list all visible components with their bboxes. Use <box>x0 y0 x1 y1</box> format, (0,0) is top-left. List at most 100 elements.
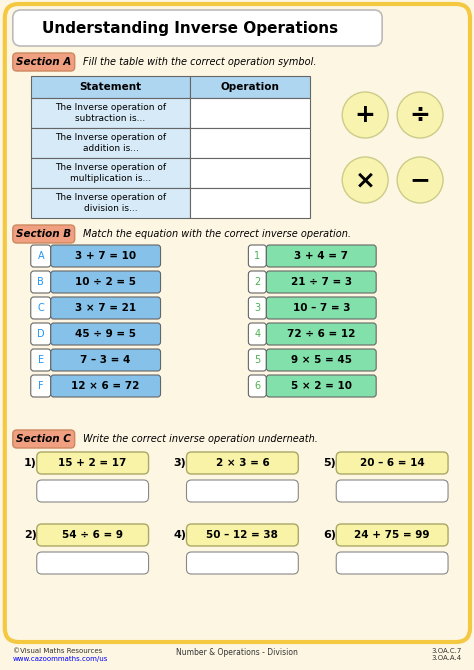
FancyBboxPatch shape <box>266 271 376 293</box>
Bar <box>191 188 310 218</box>
Text: Statement: Statement <box>80 82 142 92</box>
FancyBboxPatch shape <box>13 53 75 71</box>
FancyBboxPatch shape <box>31 271 51 293</box>
FancyBboxPatch shape <box>51 323 161 345</box>
Text: −: − <box>410 168 430 192</box>
FancyBboxPatch shape <box>248 297 266 319</box>
FancyBboxPatch shape <box>266 245 376 267</box>
FancyBboxPatch shape <box>336 452 448 474</box>
Text: ×: × <box>355 168 376 192</box>
Text: B: B <box>37 277 44 287</box>
Text: 1: 1 <box>255 251 260 261</box>
Text: C: C <box>37 303 44 313</box>
Text: 4): 4) <box>173 530 186 540</box>
Text: 1): 1) <box>24 458 36 468</box>
Text: 6): 6) <box>323 530 336 540</box>
Text: 2): 2) <box>24 530 36 540</box>
FancyBboxPatch shape <box>51 375 161 397</box>
FancyBboxPatch shape <box>13 225 75 243</box>
Text: The Inverse operation of
multiplication is...: The Inverse operation of multiplication … <box>55 163 166 183</box>
Text: A: A <box>37 251 44 261</box>
Text: Number & Operations - Division: Number & Operations - Division <box>176 648 298 657</box>
FancyBboxPatch shape <box>186 524 298 546</box>
FancyBboxPatch shape <box>266 349 376 371</box>
Text: 3: 3 <box>255 303 260 313</box>
FancyBboxPatch shape <box>5 4 470 642</box>
Text: 3 + 4 = 7: 3 + 4 = 7 <box>294 251 348 261</box>
Text: 10 – 7 = 3: 10 – 7 = 3 <box>292 303 350 313</box>
Text: 3.OA.C.7
3.OA.A.4: 3.OA.C.7 3.OA.A.4 <box>432 648 462 661</box>
FancyBboxPatch shape <box>266 297 376 319</box>
Ellipse shape <box>342 157 388 203</box>
FancyBboxPatch shape <box>336 480 448 502</box>
Text: 5 × 2 = 10: 5 × 2 = 10 <box>291 381 352 391</box>
Text: F: F <box>38 381 44 391</box>
Text: 50 – 12 = 38: 50 – 12 = 38 <box>207 530 278 540</box>
FancyBboxPatch shape <box>336 524 448 546</box>
FancyBboxPatch shape <box>13 10 382 46</box>
Text: ÷: ÷ <box>410 103 430 127</box>
Ellipse shape <box>397 157 443 203</box>
FancyBboxPatch shape <box>37 452 148 474</box>
Bar <box>191 158 310 188</box>
FancyBboxPatch shape <box>31 323 51 345</box>
FancyBboxPatch shape <box>37 480 148 502</box>
Bar <box>191 76 310 98</box>
Bar <box>31 98 191 128</box>
Text: 2 × 3 = 6: 2 × 3 = 6 <box>216 458 269 468</box>
Text: www.cazoommaths.com/us: www.cazoommaths.com/us <box>13 656 108 662</box>
Text: Section B: Section B <box>16 229 71 239</box>
Text: D: D <box>37 329 45 339</box>
FancyBboxPatch shape <box>248 375 266 397</box>
Text: 20 – 6 = 14: 20 – 6 = 14 <box>360 458 425 468</box>
Text: Section C: Section C <box>16 434 71 444</box>
FancyBboxPatch shape <box>37 524 148 546</box>
Text: 3): 3) <box>173 458 186 468</box>
FancyBboxPatch shape <box>248 349 266 371</box>
Bar <box>31 188 191 218</box>
Text: 4: 4 <box>255 329 260 339</box>
Bar <box>191 98 310 128</box>
FancyBboxPatch shape <box>51 245 161 267</box>
FancyBboxPatch shape <box>248 245 266 267</box>
Text: Fill the table with the correct operation symbol.: Fill the table with the correct operatio… <box>82 57 316 67</box>
Text: Operation: Operation <box>221 82 280 92</box>
Text: Understanding Inverse Operations: Understanding Inverse Operations <box>43 21 338 36</box>
FancyBboxPatch shape <box>248 323 266 345</box>
Text: 7 – 3 = 4: 7 – 3 = 4 <box>81 355 131 365</box>
FancyBboxPatch shape <box>51 349 161 371</box>
FancyBboxPatch shape <box>37 552 148 574</box>
Bar <box>191 128 310 158</box>
FancyBboxPatch shape <box>186 552 298 574</box>
Text: ©Visual Maths Resources: ©Visual Maths Resources <box>13 648 102 654</box>
Bar <box>31 158 191 188</box>
FancyBboxPatch shape <box>266 375 376 397</box>
Text: E: E <box>37 355 44 365</box>
FancyBboxPatch shape <box>51 271 161 293</box>
FancyBboxPatch shape <box>13 430 75 448</box>
FancyBboxPatch shape <box>31 245 51 267</box>
FancyBboxPatch shape <box>266 323 376 345</box>
Bar <box>31 76 191 98</box>
Text: The Inverse operation of
subtraction is...: The Inverse operation of subtraction is.… <box>55 103 166 123</box>
Ellipse shape <box>342 92 388 138</box>
Bar <box>31 128 191 158</box>
Text: Write the correct inverse operation underneath.: Write the correct inverse operation unde… <box>82 434 318 444</box>
Text: 2: 2 <box>254 277 261 287</box>
Text: 12 × 6 = 72: 12 × 6 = 72 <box>72 381 140 391</box>
Text: 10 ÷ 2 = 5: 10 ÷ 2 = 5 <box>75 277 136 287</box>
FancyBboxPatch shape <box>31 297 51 319</box>
Text: The Inverse operation of
division is...: The Inverse operation of division is... <box>55 194 166 212</box>
FancyBboxPatch shape <box>31 349 51 371</box>
FancyBboxPatch shape <box>186 452 298 474</box>
Text: 5: 5 <box>254 355 261 365</box>
Text: 5): 5) <box>323 458 336 468</box>
Text: 54 ÷ 6 = 9: 54 ÷ 6 = 9 <box>62 530 123 540</box>
Text: +: + <box>355 103 375 127</box>
FancyBboxPatch shape <box>248 271 266 293</box>
FancyBboxPatch shape <box>186 480 298 502</box>
Text: 3 × 7 = 21: 3 × 7 = 21 <box>75 303 136 313</box>
Text: 6: 6 <box>255 381 260 391</box>
Text: 45 ÷ 9 = 5: 45 ÷ 9 = 5 <box>75 329 136 339</box>
Text: 72 ÷ 6 = 12: 72 ÷ 6 = 12 <box>287 329 356 339</box>
